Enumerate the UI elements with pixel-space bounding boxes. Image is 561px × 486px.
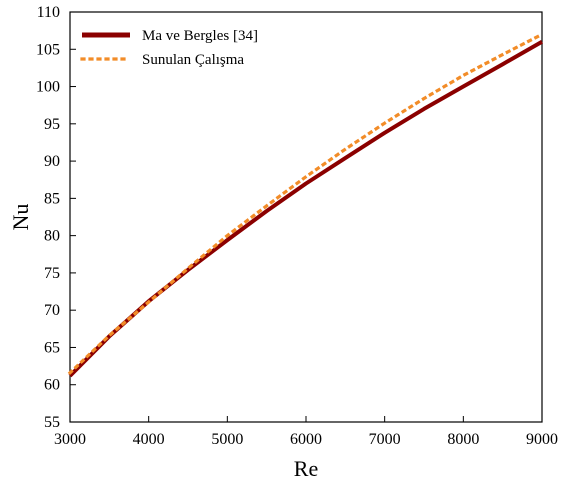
series-group <box>67 32 545 378</box>
y-tick-label: 70 <box>44 302 60 319</box>
y-tick-label: 95 <box>44 116 60 133</box>
ticks <box>69 11 543 423</box>
x-tick-label: 3000 <box>54 431 86 448</box>
y-tick-label: 65 <box>44 339 60 356</box>
series-line-ma-ve-bergles <box>68 40 543 378</box>
y-tick-label: 90 <box>44 153 60 170</box>
y-tick-label: 100 <box>36 79 60 96</box>
x-tick-label: 8000 <box>447 431 479 448</box>
y-tick-label: 105 <box>36 41 60 58</box>
y-tick-label: 85 <box>44 190 60 207</box>
y-tick-label: 80 <box>44 228 60 245</box>
y-tick-label: 110 <box>37 4 60 21</box>
y-tick-label: 55 <box>44 414 60 431</box>
x-axis-label: Re <box>294 456 318 481</box>
x-tick-label: 7000 <box>369 431 401 448</box>
y-axis-label: Nu <box>8 204 33 231</box>
x-tick-label: 4000 <box>133 431 165 448</box>
y-tick-label: 60 <box>44 377 60 394</box>
x-tick-label: 5000 <box>211 431 243 448</box>
x-tick-label: 9000 <box>526 431 558 448</box>
tick-labels: 3000 4000 5000 6000 7000 8000 9000 55 60 65 70 75 80… <box>36 4 558 448</box>
plot-frame <box>69 11 543 423</box>
x-tick-label: 6000 <box>290 431 322 448</box>
legend-label: Ma ve Bergles [34] <box>142 28 258 44</box>
series-line-sunulan-calisma <box>67 32 545 376</box>
legend-label: Sunulan Çalışma <box>142 52 244 68</box>
y-tick-label: 75 <box>44 265 60 282</box>
legend: Ma ve Bergles [34] Sunulan Çalışma <box>80 28 258 68</box>
